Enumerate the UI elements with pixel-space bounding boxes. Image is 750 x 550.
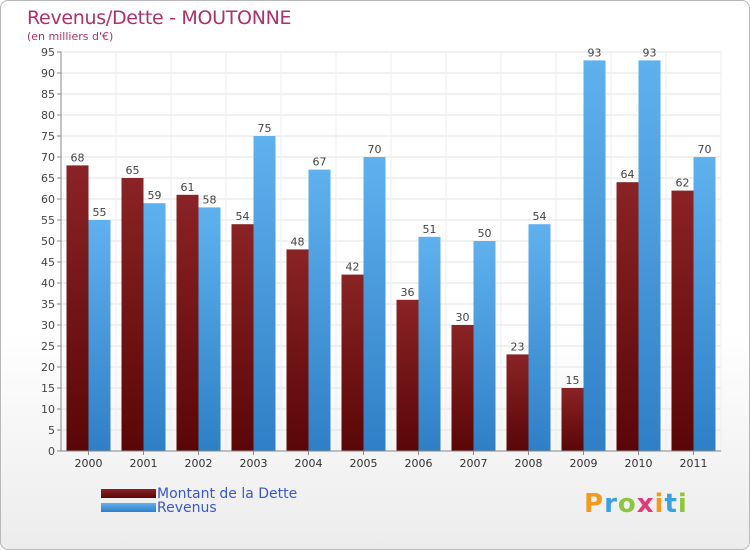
x-tick-label: 2010 <box>625 457 653 470</box>
bar-debt <box>121 178 144 451</box>
bar-revenue <box>143 203 166 451</box>
y-tick-label: 90 <box>41 67 55 80</box>
logo-letter: i <box>654 489 665 519</box>
x-tick-label: 2000 <box>75 457 103 470</box>
bar-revenue <box>198 207 221 451</box>
y-tick-label: 10 <box>41 403 55 416</box>
bar-revenue <box>363 157 386 451</box>
bar-debt <box>286 249 309 451</box>
data-label-revenue: 51 <box>423 223 437 236</box>
y-tick-label: 25 <box>41 340 55 353</box>
y-tick-label: 70 <box>41 151 55 164</box>
bar-debt <box>451 325 474 451</box>
bar-revenue <box>308 169 331 451</box>
logo-letter: P <box>584 489 605 519</box>
legend-label-debt: Montant de la Dette <box>157 486 298 502</box>
x-tick-label: 2006 <box>405 457 433 470</box>
logo-letter: r <box>604 489 618 519</box>
x-tick-label: 2003 <box>240 457 268 470</box>
data-label-debt: 68 <box>71 151 85 164</box>
y-tick-label: 55 <box>41 214 55 227</box>
data-label-revenue: 59 <box>148 189 162 202</box>
bar-debt <box>506 354 529 451</box>
y-tick-label: 5 <box>48 424 55 437</box>
bar-debt <box>671 190 694 451</box>
data-label-debt: 62 <box>676 177 690 190</box>
data-label-revenue: 55 <box>93 206 107 219</box>
data-label-revenue: 75 <box>258 122 272 135</box>
data-label-revenue: 93 <box>643 46 657 59</box>
y-tick-label: 45 <box>41 256 55 269</box>
logo-letter: o <box>617 489 637 519</box>
data-label-debt: 36 <box>401 286 415 299</box>
bar-debt <box>341 274 364 451</box>
data-label-debt: 30 <box>456 311 470 324</box>
bar-revenue <box>638 60 661 452</box>
logo-letter: x <box>636 489 655 519</box>
bar-revenue <box>473 241 496 451</box>
data-label-revenue: 70 <box>368 143 382 156</box>
data-label-debt: 15 <box>566 374 580 387</box>
y-tick-label: 80 <box>41 109 55 122</box>
y-tick-label: 85 <box>41 88 55 101</box>
bar-debt <box>66 165 89 451</box>
data-label-revenue: 50 <box>478 227 492 240</box>
y-tick-label: 30 <box>41 319 55 332</box>
chart-title: Revenus/Dette - MOUTONNE <box>27 7 292 29</box>
y-tick-label: 0 <box>48 445 55 458</box>
data-label-revenue: 54 <box>533 210 547 223</box>
y-tick-label: 40 <box>41 277 55 290</box>
y-tick-label: 95 <box>41 46 55 59</box>
bar-debt <box>176 194 199 452</box>
data-label-debt: 54 <box>236 210 250 223</box>
y-tick-label: 50 <box>41 235 55 248</box>
y-tick-label: 35 <box>41 298 55 311</box>
bar-revenue <box>253 136 276 451</box>
y-tick-label: 65 <box>41 172 55 185</box>
x-tick-label: 2001 <box>130 457 158 470</box>
bar-revenue <box>583 60 606 452</box>
x-tick-label: 2007 <box>460 457 488 470</box>
x-tick-label: 2008 <box>515 457 543 470</box>
logo-letter: i <box>677 489 688 519</box>
chart-subtitle: (en milliers d'€) <box>27 30 114 43</box>
data-label-debt: 64 <box>621 168 635 181</box>
x-tick-label: 2005 <box>350 457 378 470</box>
y-tick-label: 75 <box>41 130 55 143</box>
y-tick-label: 20 <box>41 361 55 374</box>
data-label-revenue: 93 <box>588 46 602 59</box>
data-label-revenue: 58 <box>203 193 217 206</box>
bar-revenue <box>693 157 716 451</box>
y-tick-label: 15 <box>41 382 55 395</box>
bar-debt <box>561 388 584 451</box>
data-label-debt: 48 <box>291 235 305 248</box>
bar-debt <box>231 224 254 451</box>
legend-label-revenue: Revenus <box>157 500 217 516</box>
legend-swatch-debt <box>101 489 156 498</box>
x-tick-label: 2004 <box>295 457 323 470</box>
logo-letter: t <box>664 489 678 519</box>
legend-swatch-revenue <box>101 503 156 512</box>
data-label-debt: 65 <box>126 164 140 177</box>
data-label-revenue: 70 <box>698 143 712 156</box>
bar-debt <box>396 299 419 451</box>
data-label-revenue: 67 <box>313 156 327 169</box>
bar-revenue <box>528 224 551 451</box>
bar-revenue <box>88 220 111 451</box>
data-label-debt: 42 <box>346 261 360 274</box>
data-label-debt: 23 <box>511 340 525 353</box>
x-tick-label: 2009 <box>570 457 598 470</box>
bar-debt <box>616 182 639 451</box>
y-tick-label: 60 <box>41 193 55 206</box>
data-label-debt: 61 <box>181 181 195 194</box>
x-tick-label: 2011 <box>680 457 708 470</box>
proxiti-logo: Proxiti <box>584 489 688 519</box>
bar-revenue <box>418 236 441 451</box>
x-tick-label: 2002 <box>185 457 213 470</box>
